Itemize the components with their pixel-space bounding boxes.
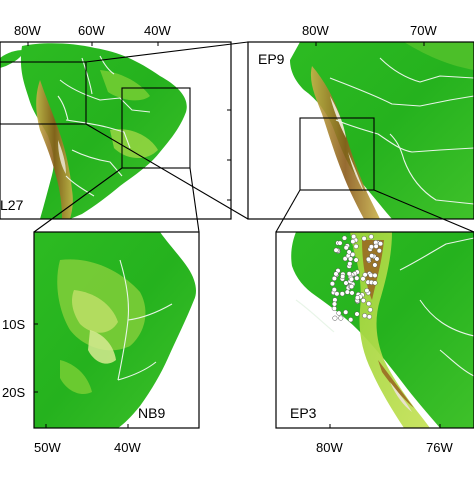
sample-points <box>329 234 384 323</box>
panel-label-ep3: EP3 <box>290 405 317 421</box>
sample-point <box>349 283 355 290</box>
ep9-landmass <box>290 42 474 219</box>
sample-point <box>364 288 370 294</box>
sample-point <box>340 273 346 280</box>
sample-point <box>331 287 337 293</box>
sample-point <box>336 310 342 316</box>
panel-top-right: 80W 70W EP9 <box>247 23 474 220</box>
lat-label-10s: 10S <box>2 317 25 332</box>
lon-label-76w-br: 76W <box>426 440 453 455</box>
sample-point <box>333 271 339 277</box>
sample-point <box>343 280 349 286</box>
sample-point <box>366 314 372 320</box>
sample-point <box>348 256 354 262</box>
inset-connectors <box>33 41 474 233</box>
inset-box-ep3 <box>299 117 375 191</box>
lon-label-80w-br: 80W <box>316 440 343 455</box>
sample-point <box>362 272 368 278</box>
andes-ep9 <box>310 66 380 219</box>
sample-point <box>365 256 372 262</box>
sample-point <box>333 247 339 253</box>
sample-point <box>343 309 349 315</box>
lon-label-40w-bl: 40W <box>114 440 141 455</box>
sample-point <box>376 248 382 254</box>
sample-point <box>367 307 373 313</box>
lon-label-40w-tl: 40W <box>144 23 171 38</box>
sample-point <box>354 295 361 301</box>
panel-label-nb9: NB9 <box>138 405 165 421</box>
sample-point <box>344 289 350 295</box>
sample-point <box>372 280 378 286</box>
panel-label-l27: L27 <box>0 197 24 213</box>
sample-point <box>374 256 380 262</box>
sample-point <box>342 256 348 262</box>
andes-range <box>36 80 73 219</box>
sample-point <box>343 245 349 251</box>
sample-point <box>331 275 337 282</box>
sample-point <box>360 298 366 304</box>
sample-point <box>334 291 340 297</box>
lon-label-60w-tl: 60W <box>78 23 105 38</box>
lon-label-50w-bl: 50W <box>34 440 61 455</box>
sample-point <box>361 235 367 242</box>
sample-point <box>346 249 352 255</box>
sample-point <box>377 241 384 247</box>
sample-point <box>337 240 343 246</box>
panel-bottom-right: 80W 76W EP3 <box>275 231 474 455</box>
sample-point <box>350 238 356 245</box>
sample-point <box>338 315 344 321</box>
sample-point <box>348 317 354 323</box>
sample-point <box>349 290 355 296</box>
lat-label-20s: 20S <box>2 385 25 400</box>
sample-point <box>373 243 379 249</box>
panel-bottom-left: 10S 20S 50W 40W NB9 <box>2 231 200 455</box>
ep3-landmass <box>291 232 474 428</box>
panel-label-ep9: EP9 <box>258 51 285 67</box>
sample-point <box>332 315 338 321</box>
inset-box-nb9 <box>121 87 191 169</box>
sample-point <box>339 291 345 297</box>
sample-point <box>331 305 337 312</box>
sample-point <box>372 262 378 268</box>
lon-label-70w-tr: 70W <box>410 23 437 38</box>
sample-point <box>366 301 372 307</box>
lon-label-80w-tl: 80W <box>14 23 41 38</box>
sample-point <box>354 311 360 317</box>
sample-point <box>353 243 359 249</box>
lon-label-80w-tr: 80W <box>302 23 329 38</box>
sample-point <box>360 276 366 282</box>
sample-point <box>329 281 335 287</box>
sample-point <box>368 244 374 250</box>
sample-point <box>347 261 353 267</box>
panel-top-left: 80W 60W 40W L27 <box>0 23 232 220</box>
sample-point <box>362 313 368 319</box>
sample-point <box>331 301 338 307</box>
inset-box-ep9 <box>0 61 87 125</box>
sample-point <box>341 235 348 241</box>
sample-point <box>351 234 357 240</box>
sample-point <box>353 257 359 263</box>
sample-point <box>369 253 375 259</box>
sample-point <box>346 271 352 277</box>
sample-point <box>348 276 355 282</box>
sample-point <box>372 272 378 278</box>
sample-point <box>368 234 374 240</box>
